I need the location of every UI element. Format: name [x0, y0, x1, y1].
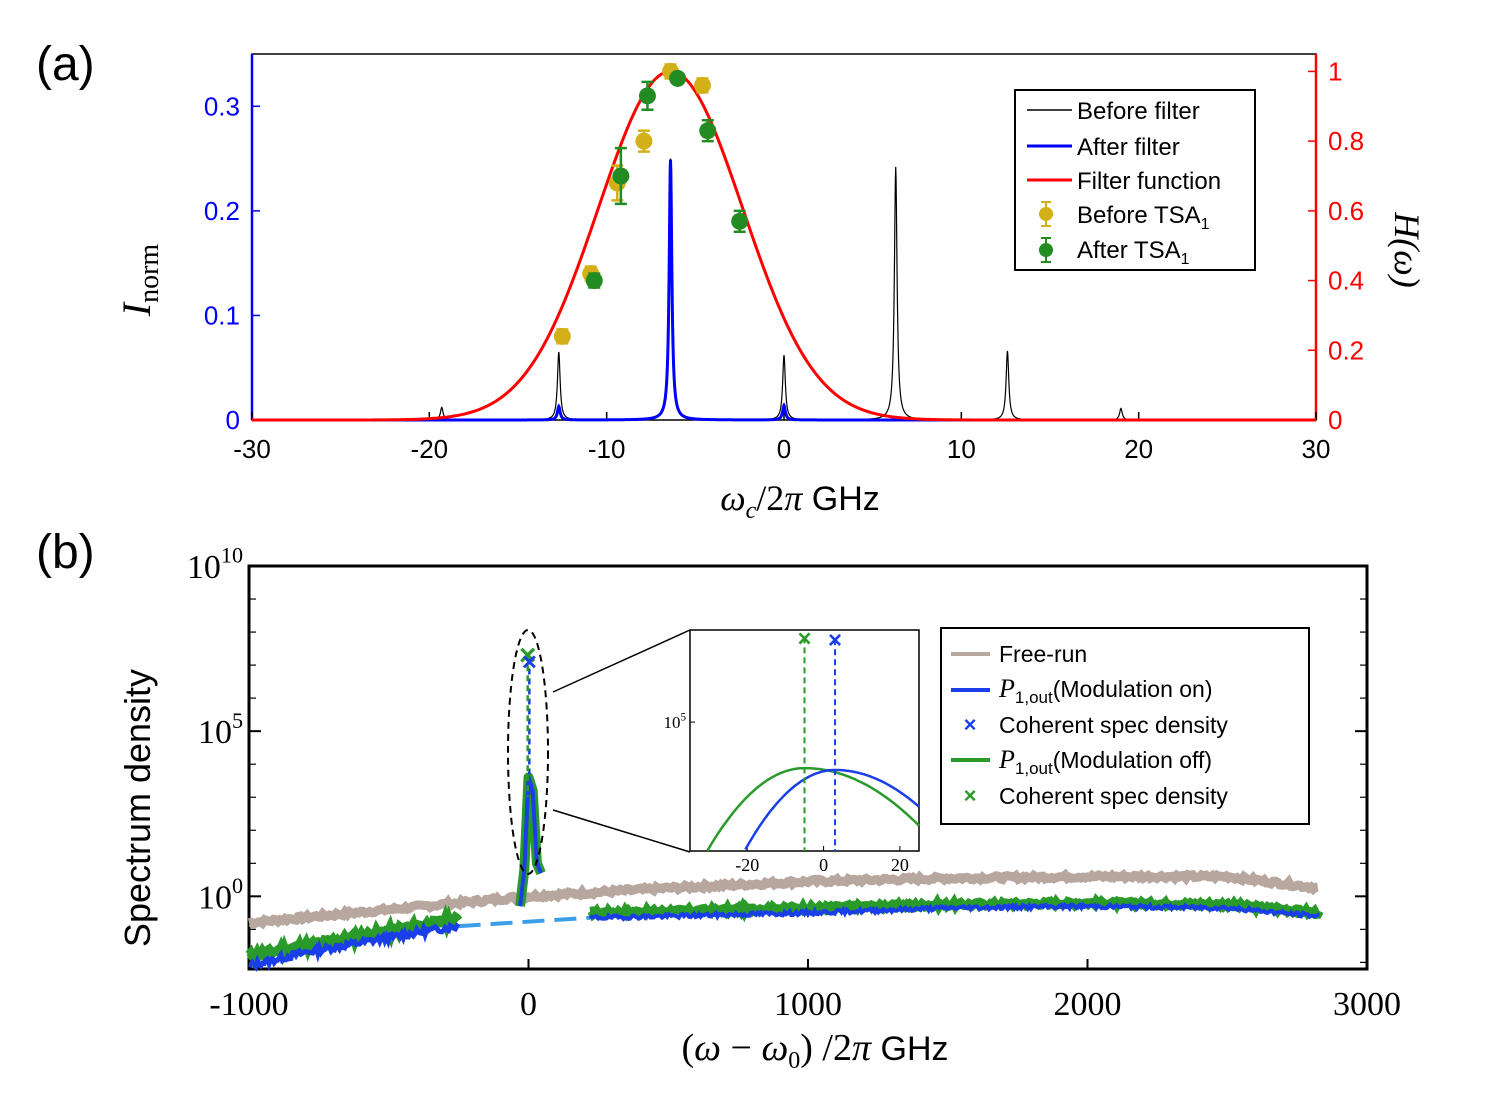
x-tick-label: 30	[1302, 434, 1331, 464]
legend-x-green: ×	[964, 783, 977, 808]
zoom-line-bottom	[552, 809, 691, 853]
y-left-tick-label: 0	[226, 405, 240, 435]
y-tick-label: 100	[198, 873, 243, 916]
after-tsa-point	[731, 212, 749, 230]
panel-a-label: (a)	[36, 38, 95, 91]
x-tick-label: -30	[233, 434, 271, 464]
y-right-tick-label: 0.4	[1328, 266, 1364, 296]
after-tsa-point	[585, 272, 603, 290]
inset-x-tick-label: 0	[819, 855, 828, 875]
panel-b-xlabel: (ω − ω0) /2π GHz	[682, 1027, 949, 1074]
y-left-tick-label: 0.3	[204, 91, 240, 121]
before-tsa-point	[553, 327, 571, 345]
x-tick-label: 1000	[774, 986, 842, 1023]
y-right-tick-label: 0	[1328, 405, 1342, 435]
y-tick-label: 105	[198, 708, 243, 751]
legend-free-run: Free-run	[999, 641, 1087, 667]
after-tsa-points	[585, 69, 749, 290]
zoom-ellipse	[507, 629, 549, 875]
free-run-curve	[248, 868, 1319, 930]
legend-mod-on: P1,out(Modulation on)	[998, 674, 1213, 707]
panel-b-x-ticks: -1000 0 1000 2000 3000	[209, 959, 1401, 1023]
y-right-tick-label: 1	[1328, 56, 1342, 86]
legend-coherent-off: Coherent spec density	[999, 783, 1228, 809]
legend-before-filter: Before filter	[1077, 98, 1200, 125]
panel-a-x-ticks: -30 -20 -10 0 10 20 30	[233, 412, 1330, 464]
y-left-tick-label: 0.1	[204, 300, 240, 330]
panel-a-xlabel: ωc/2π GHz	[720, 478, 880, 524]
inset-off-marker: ×	[797, 625, 811, 652]
inset-plot: -20 0 20 105 × ×	[663, 625, 920, 875]
y-right-tick-label: 0.8	[1328, 126, 1364, 156]
panel-b-legend: × × Free-run P1,out(Modulation on) Coher…	[940, 627, 1310, 825]
after-tsa-point	[669, 69, 687, 87]
legend-before-tsa: Before TSA1	[1077, 202, 1210, 233]
x-tick-label: -20	[411, 434, 449, 464]
inset-x-tick-label: -20	[735, 855, 759, 875]
legend-after-tsa: After TSA1	[1077, 237, 1190, 268]
x-tick-label: 3000	[1333, 986, 1401, 1023]
coherent-markers: ××	[519, 639, 537, 798]
gap-dashed-line	[458, 915, 591, 929]
x-tick-label: 10	[947, 434, 976, 464]
legend-after-tsa-marker	[1039, 237, 1053, 263]
panel-b-legend-box	[940, 627, 1310, 825]
modulation-off-right-curve	[587, 892, 1324, 923]
modulation-on-right-curve	[588, 901, 1320, 922]
x-tick-label: -1000	[209, 986, 288, 1023]
panel-a: (a) -30 -20 -10 0 10 20 30 00.10.20.3 00.20.40…	[36, 38, 1427, 524]
inset-on-curve	[744, 768, 920, 851]
y-tick-label: 1010	[187, 543, 243, 586]
after-tsa-point	[612, 167, 630, 185]
inset-on-marker: ×	[828, 627, 842, 654]
coherent-on-marker: ×	[522, 646, 537, 676]
x-tick-label: 2000	[1054, 986, 1122, 1023]
legend-coherent-on: Coherent spec density	[999, 712, 1228, 738]
before-tsa-points	[553, 62, 711, 345]
legend-x-blue: ×	[964, 712, 977, 737]
after-tsa-point	[638, 87, 656, 105]
x-tick-label: 0	[777, 434, 791, 464]
legend-after-filter: After filter	[1077, 134, 1180, 161]
legend-mod-off: P1,out(Modulation off)	[998, 745, 1212, 778]
inset-y-tick-label: 105	[663, 711, 686, 732]
panel-b-ylabel: Spectrum density	[117, 669, 158, 947]
inset-content: -20 0 20 105 × ×	[663, 625, 920, 875]
before-tsa-point	[693, 76, 711, 94]
panel-a-left-ticks: 0 0.1 0.2 0.3	[204, 91, 260, 435]
y-left-tick-label: 0.2	[204, 196, 240, 226]
central-peak	[515, 772, 546, 907]
after-tsa-point	[699, 122, 717, 140]
panel-b-label: (b)	[36, 526, 95, 579]
x-tick-label: -10	[588, 434, 626, 464]
legend-before-tsa-marker	[1039, 201, 1053, 227]
x-tick-label: 20	[1124, 434, 1153, 464]
legend-filter-function: Filter function	[1077, 168, 1221, 195]
panel-a-ylabel-left: Inorm	[114, 244, 165, 318]
modulation-on-left-curve	[248, 920, 461, 973]
before-tsa-point	[635, 132, 653, 150]
panel-a-ylabel-right: H(ω)	[1387, 211, 1427, 287]
inset-off-curve	[706, 766, 920, 852]
x-tick-label: 0	[520, 986, 537, 1023]
coherent-off-marker: ×	[519, 639, 537, 672]
filter-function-curve	[252, 69, 1316, 422]
panel-a-right-ticks: 0 0.2 0.4 0.6 0.8 1	[1308, 56, 1364, 435]
y-right-tick-label: 0.2	[1328, 335, 1364, 365]
panel-b-y-ticks: 100 105 1010	[187, 543, 1367, 963]
peak-on-curve	[518, 775, 543, 907]
panel-a-legend: Before filter After filter Filter functi…	[1014, 89, 1256, 271]
inset-x-tick-label: 20	[891, 855, 909, 875]
y-right-tick-label: 0.6	[1328, 196, 1364, 226]
zoom-line-top	[552, 629, 691, 693]
